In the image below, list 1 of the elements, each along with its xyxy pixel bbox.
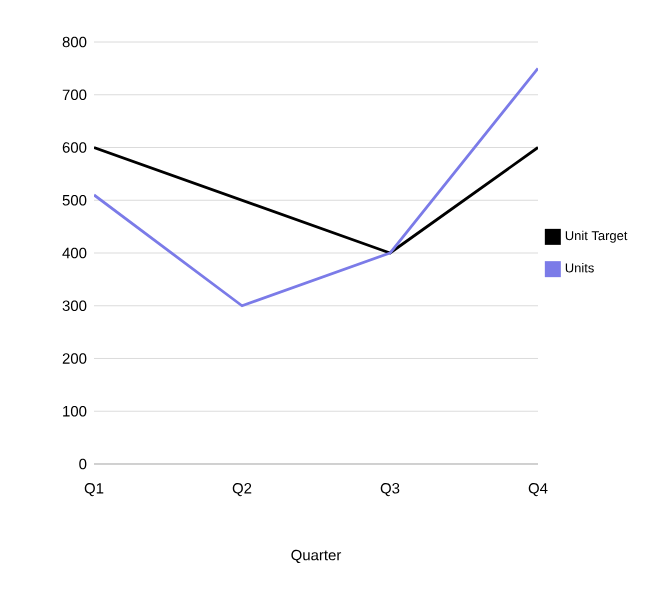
line-series <box>94 66 538 308</box>
